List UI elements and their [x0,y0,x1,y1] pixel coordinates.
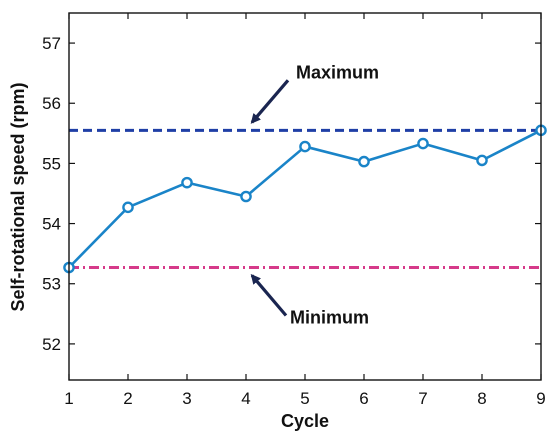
x-tick-label: 5 [300,389,309,408]
y-tick-label: 52 [42,335,61,354]
data-point [358,155,370,168]
x-tick-label: 3 [182,389,191,408]
y-tick-label: 53 [42,275,61,294]
y-axis-title: Self-rotational speed (rpm) [8,82,28,311]
data-point [240,190,252,203]
annotation-arrow-minimum [250,273,288,317]
annotation-label-maximum: Maximum [296,62,379,82]
data-point [122,201,134,214]
data-point [181,176,193,189]
x-axis-title: Cycle [281,411,329,431]
annotation-arrow-maximum [250,79,290,124]
x-tick-label: 6 [359,389,368,408]
x-tick-label: 8 [477,389,486,408]
data-point [299,140,311,153]
y-tick-label: 55 [42,154,61,173]
x-tick-label: 9 [536,389,545,408]
data-point [417,137,429,150]
x-tick-label: 7 [418,389,427,408]
y-tick-label: 54 [42,215,61,234]
x-tick-label: 4 [241,389,250,408]
annotation-label-minimum: Minimum [290,307,369,327]
y-tick-label: 56 [42,94,61,113]
x-tick-label: 2 [123,389,132,408]
x-tick-label: 1 [64,389,73,408]
y-tick-label: 57 [42,34,61,53]
data-point [476,154,488,167]
